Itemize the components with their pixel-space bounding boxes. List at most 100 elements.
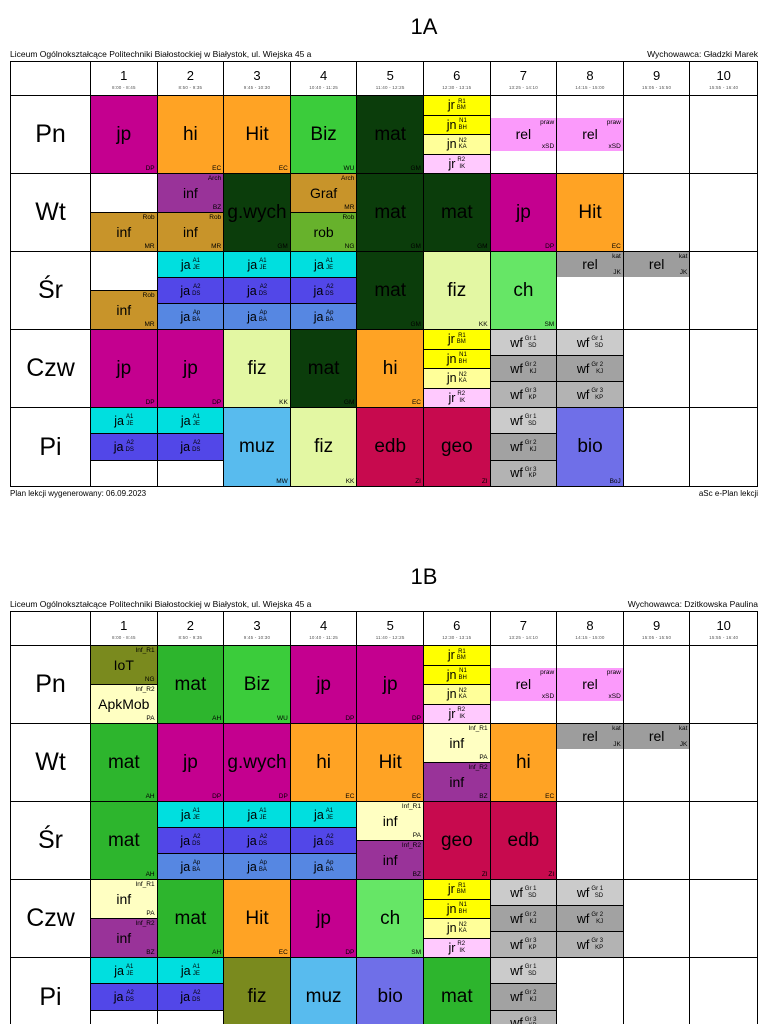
lesson-part: wf Gr 1 SD xyxy=(490,880,557,905)
tutor-name: Wychowawca: Dzitkowska Paulina xyxy=(627,599,758,609)
lesson-subject: inf xyxy=(449,773,465,790)
lesson-band: rel kat JK xyxy=(623,724,690,750)
period-time: 8:50 - 9:35 xyxy=(178,84,203,90)
lesson-cell: hi EC xyxy=(290,724,358,802)
lesson-group-label: A2 xyxy=(259,834,268,840)
lesson-subject: ja xyxy=(180,833,191,848)
lesson-cell: Hit EC xyxy=(224,880,291,958)
lesson-entry: wf Gr 2 KJ xyxy=(510,362,536,376)
lesson-cell: inf Inf_R1 PA inf Inf_R2 BZ xyxy=(357,802,424,880)
lesson-subject: jp xyxy=(182,751,198,773)
lesson-labels: Ap BA xyxy=(259,310,267,323)
lesson-cell: ja A1 JE ja A2 DS xyxy=(91,958,158,1024)
lesson-labels: N1 BH xyxy=(458,902,466,915)
lesson-part: ja A2 DS xyxy=(290,277,357,303)
lesson-teacher: KK xyxy=(345,478,355,485)
lesson-labels: N2 KA xyxy=(459,138,467,151)
lesson-labels: N1 BH xyxy=(458,352,466,365)
lesson-group-label: Inf_R1 xyxy=(401,803,421,810)
lesson-subject: ja xyxy=(246,833,257,848)
day-label-text: Czw xyxy=(26,354,75,382)
lesson-labels: A1 JE xyxy=(193,258,200,271)
lesson-subject: ja xyxy=(180,963,191,978)
lesson-part: inf Rob MR xyxy=(91,290,157,329)
lesson-teacher: JK xyxy=(613,269,621,277)
lesson-part: ja A2 DS xyxy=(157,827,224,853)
lesson-group-label: Gr 2 xyxy=(524,912,537,918)
lesson-labels: A2 DS xyxy=(259,834,267,847)
lesson-cell: jp DP xyxy=(290,880,358,958)
generated-date: Plan lekcji wygenerowany: 06.09.2023 xyxy=(10,489,147,498)
lesson-group-label: R1 xyxy=(458,98,466,105)
lesson-teacher: BA xyxy=(325,866,334,873)
lesson-teacher: DS xyxy=(258,840,268,847)
lesson-labels: A2 DS xyxy=(192,440,200,453)
day-label: Czw xyxy=(11,330,91,408)
period-header: 7 13:25 - 14:10 xyxy=(490,62,558,96)
lesson-teacher: DP xyxy=(545,243,555,250)
lesson-teacher: KJ xyxy=(529,918,537,925)
lesson-cell xyxy=(690,646,757,724)
day-label: Śr xyxy=(11,802,91,880)
lesson-teacher: JK xyxy=(613,741,621,749)
lesson-teacher: KJ xyxy=(596,918,604,925)
lesson-part: ja A1 JE xyxy=(157,408,224,434)
lesson-cell: mat GM xyxy=(357,252,424,330)
lesson-labels: A1 JE xyxy=(193,964,200,977)
header-corner xyxy=(11,612,91,646)
lesson-teacher: JK xyxy=(679,741,688,749)
period-number: 6 xyxy=(453,617,461,633)
lesson-cell: jp DP xyxy=(91,330,158,408)
lesson-cell xyxy=(623,330,691,408)
lesson-teacher: BM xyxy=(456,655,466,662)
lesson-cell: rel praw xSD xyxy=(490,646,558,724)
lesson-subject: mat xyxy=(107,829,140,851)
lesson-group-label: R2 xyxy=(457,707,466,714)
lesson-teacher: DP xyxy=(145,399,155,406)
lesson-labels: Gr 1 SD xyxy=(525,414,537,427)
period-header: 9 15:05 - 15:50 xyxy=(623,612,691,646)
period-time: 15:55 - 16:40 xyxy=(709,84,739,90)
lesson-teacher: JE xyxy=(192,970,200,977)
period-header: 4 10:40 - 11:25 xyxy=(290,62,358,96)
lesson-teacher: MR xyxy=(211,243,222,250)
lesson-teacher: JE xyxy=(192,264,200,271)
lesson-group-label: R1 xyxy=(458,882,466,889)
lesson-labels: A1 JE xyxy=(259,808,266,821)
timetable-1b: 1B Liceum Ogólnokształcące Politechniki … xyxy=(0,564,768,1024)
lesson-part: jr R1 BM xyxy=(423,96,490,115)
lesson-subject: geo xyxy=(440,829,473,851)
lesson-teacher: BA xyxy=(325,316,334,323)
lesson-teacher: GM xyxy=(410,165,421,172)
day-label-text: Śr xyxy=(38,826,63,854)
timetable-grid: 1 8:00 - 8:45 2 8:50 - 9:35 3 9:45 - 10:30 4 10… xyxy=(10,61,758,487)
lesson-labels: R1 BM xyxy=(457,99,466,112)
lesson-subject: inf xyxy=(116,890,132,907)
lesson-labels: A1 JE xyxy=(326,258,333,271)
lesson-entry: ja A2 DS xyxy=(180,284,200,298)
day-label: Wt xyxy=(11,174,91,252)
lesson-part: ja Ap BA xyxy=(224,303,290,329)
lesson-subject: wf xyxy=(510,387,523,402)
lesson-entry: ja Ap BA xyxy=(314,310,334,324)
lesson-entry: ja A2 DS xyxy=(114,440,134,454)
lesson-teacher: BA xyxy=(258,316,267,323)
period-header: 3 9:45 - 10:30 xyxy=(224,62,291,96)
lesson-part: wf Gr 1 SD xyxy=(490,958,557,984)
class-title: 1B xyxy=(410,564,438,589)
day-label-text: Pi xyxy=(39,432,62,461)
lesson-entry: ja Ap BA xyxy=(247,310,267,324)
lesson-cell: g.wych GM xyxy=(224,174,291,252)
period-time: 11:40 - 12:25 xyxy=(375,634,405,640)
day-label-text: Pn xyxy=(35,670,66,698)
lesson-teacher: PA xyxy=(146,715,155,722)
lesson-teacher: DP xyxy=(212,793,222,800)
period-time: 9:45 - 10:30 xyxy=(243,634,271,640)
lesson-group-label: R2 xyxy=(457,157,466,164)
lesson-subject: wf xyxy=(510,335,523,350)
lesson-cell: mat xyxy=(423,958,491,1024)
lesson-teacher: EC xyxy=(278,165,288,172)
lesson-subject: Hit xyxy=(378,751,402,773)
lesson-cell: muz xyxy=(290,958,358,1024)
